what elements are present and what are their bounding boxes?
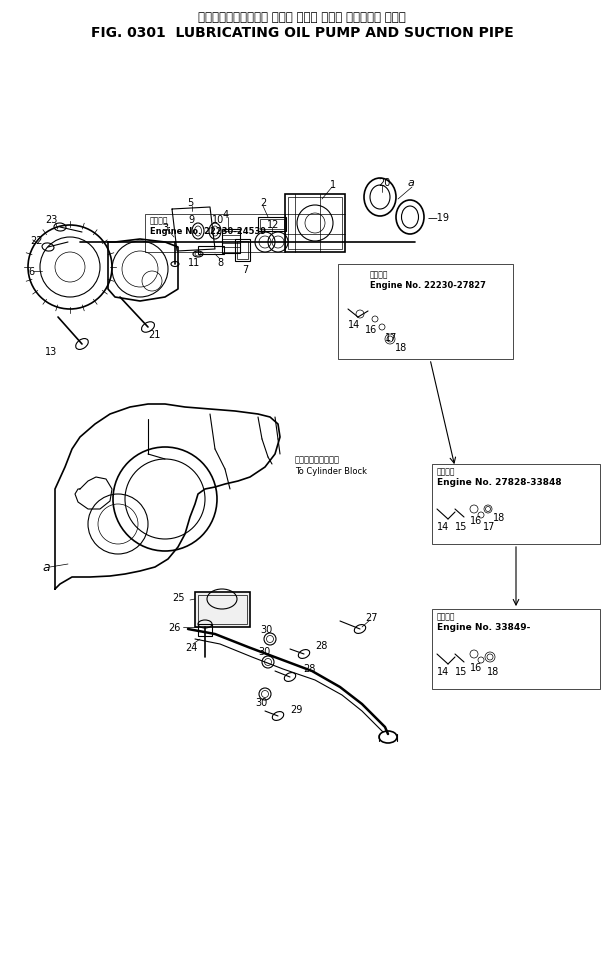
Text: 18: 18 [487,666,499,676]
Text: 2: 2 [260,197,266,208]
Text: 20: 20 [378,178,390,188]
Text: 11: 11 [188,258,200,268]
Text: 24: 24 [185,642,197,653]
Text: 18: 18 [395,343,407,353]
Text: 10: 10 [212,215,224,225]
Text: 4: 4 [223,210,229,220]
Text: 17: 17 [483,522,495,531]
Text: 25: 25 [172,592,185,603]
Text: 6: 6 [28,267,34,276]
Text: 16: 16 [365,324,378,335]
Text: 21: 21 [148,329,160,340]
Text: 14: 14 [437,522,450,531]
Text: 18: 18 [493,513,505,523]
Bar [195,592,250,627]
Bar [237,241,248,260]
Text: To Cylinder Block: To Cylinder Block [295,467,367,476]
Text: 28: 28 [315,640,327,651]
Bar [288,197,342,250]
Text: 29: 29 [290,704,302,714]
Text: ルーブリケーティング オイル ポンプ および サクション パイプ: ルーブリケーティング オイル ポンプ および サクション パイプ [198,12,406,24]
Text: 7: 7 [242,265,248,275]
Bar [260,220,284,230]
Text: 15: 15 [455,522,468,531]
Bar [145,215,285,253]
Text: 16: 16 [470,516,482,526]
Text: 1: 1 [330,180,336,190]
Text: 適用番号: 適用番号 [437,467,456,476]
Text: 8: 8 [217,258,223,268]
Text: Engine No. 33849-: Engine No. 33849- [437,623,531,632]
Text: 30: 30 [260,624,272,634]
Bar [222,230,240,254]
Bar [258,218,286,232]
Text: 26: 26 [168,622,180,632]
Bar [432,610,600,690]
Text: Engine No. 22230-24539: Engine No. 22230-24539 [150,228,266,236]
Text: 16: 16 [470,662,482,672]
Bar [285,194,345,253]
Text: 15: 15 [455,666,468,676]
Bar [198,624,212,636]
Text: 23: 23 [45,215,57,225]
Text: a: a [42,561,50,573]
Bar [235,239,250,262]
Text: 12: 12 [267,220,280,230]
Bar [338,265,513,360]
Text: 13: 13 [45,347,57,357]
Text: 30: 30 [255,698,267,707]
Bar [198,247,224,255]
Text: 27: 27 [365,613,378,622]
Text: 適用番号: 適用番号 [437,612,456,620]
Text: Engine No. 22230-27827: Engine No. 22230-27827 [370,281,486,290]
Text: 適用番号: 適用番号 [370,271,388,279]
Text: 適用番号: 適用番号 [150,216,169,226]
Text: 14: 14 [348,319,360,329]
Text: 5: 5 [187,197,193,208]
Text: 3: 3 [162,223,168,233]
Bar [198,595,247,624]
Text: 17: 17 [385,332,397,343]
Bar [432,464,600,544]
Text: 22: 22 [30,235,42,246]
Text: 30: 30 [258,647,270,657]
Text: FIG. 0301  LUBRICATING OIL PUMP AND SUCTION PIPE: FIG. 0301 LUBRICATING OIL PUMP AND SUCTI… [91,26,514,40]
Text: a: a [408,178,415,188]
Text: 28: 28 [303,663,315,673]
Text: 14: 14 [437,666,450,676]
Text: —19: —19 [428,213,450,223]
Text: 9: 9 [188,215,194,225]
Text: Engine No. 27828-33848: Engine No. 27828-33848 [437,478,561,487]
Text: シリンダブロックへ: シリンダブロックへ [295,455,340,464]
